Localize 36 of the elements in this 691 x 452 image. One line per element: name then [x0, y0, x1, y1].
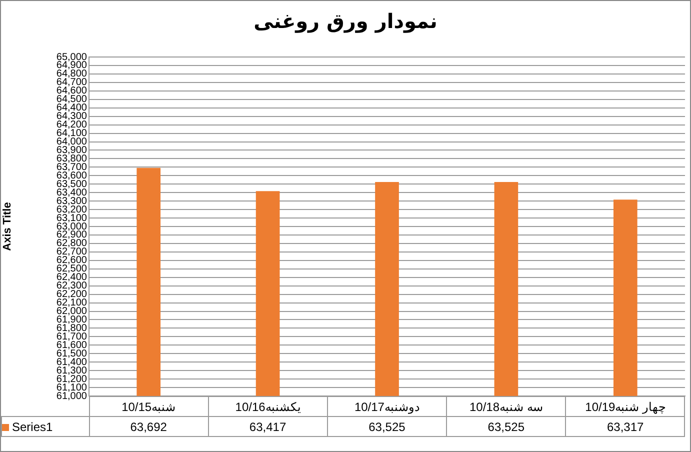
x-tick-label: یکشنبه10/16 [208, 396, 328, 416]
y-tick-label: 61,800 [56, 322, 88, 334]
y-tick-label: 63,200 [56, 204, 88, 216]
y-tick-label: 64,000 [56, 136, 88, 148]
data-label: 63,417 [208, 416, 328, 436]
x-tick-label: دوشنبه10/17 [327, 396, 447, 416]
y-tick-label: 61,200 [56, 374, 88, 385]
y-tick-label: 61,400 [56, 356, 88, 368]
data-label: 63,525 [327, 416, 447, 436]
x-tick-label: شنبه10/15 [89, 396, 208, 416]
y-tick-label: 61,100 [56, 382, 88, 394]
y-tick-label: 63,000 [56, 221, 88, 232]
y-axis-title: Axis Title [2, 202, 14, 251]
y-tick-label: 61,500 [56, 348, 88, 360]
legend-label: Series1 [2, 416, 89, 436]
y-tick-label: 63,100 [56, 212, 88, 224]
y-tick-label: 62,000 [56, 306, 88, 317]
y-tick-label: 63,600 [56, 170, 88, 182]
data-label: 63,525 [446, 416, 566, 436]
y-tick-label: 61,600 [56, 340, 88, 351]
y-tick-label: 65,000 [56, 52, 88, 63]
y-tick-label: 61,000 [56, 390, 88, 402]
data-label: 63,317 [566, 416, 685, 436]
x-tick-label: چهار شنبه10/19 [566, 396, 685, 416]
y-tick-label: 61,700 [56, 331, 88, 342]
y-tick-label: 61,900 [56, 314, 88, 326]
data-label: 63,692 [89, 416, 208, 436]
y-tick-label: 61,300 [56, 365, 88, 376]
x-tick-label: سه شنبه10/18 [446, 396, 566, 416]
y-tick-label: 63,700 [56, 162, 88, 173]
y-tick-label: 63,300 [56, 196, 88, 207]
chart-title: نمودار ورق روغنی [252, 9, 438, 33]
y-tick-label: 63,800 [56, 153, 88, 164]
y-tick-label: 63,900 [56, 144, 88, 156]
y-tick-label: 63,500 [56, 178, 88, 190]
y-tick-label: 63,400 [56, 187, 88, 198]
